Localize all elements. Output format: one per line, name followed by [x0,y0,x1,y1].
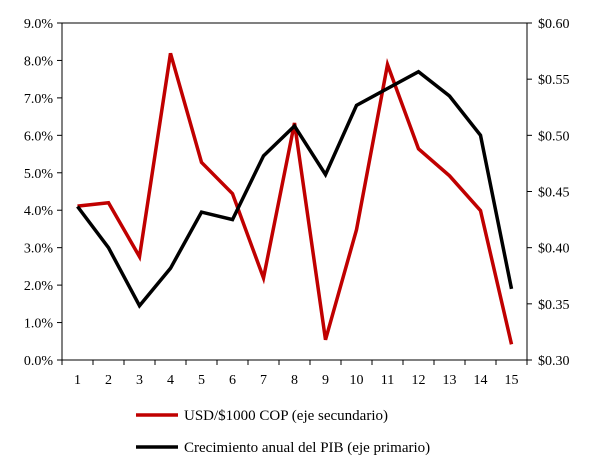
x-tick-label: 10 [350,373,364,388]
x-tick-label: 8 [291,373,298,388]
x-tick-label: 3 [136,373,143,388]
secondary-tick-label: $0.35 [538,298,570,313]
series-line-1 [77,52,514,345]
plot-frame [61,22,528,361]
x-tick-label: 9 [322,373,329,388]
series-line-2 [76,69,514,309]
x-tick-label: 5 [198,373,205,388]
legend-label-2: Crecimiento anual del PIB (eje primario) [184,440,430,456]
secondary-tick-label: $0.45 [538,186,570,201]
primary-tick-label: 7.0% [24,92,54,107]
primary-tick-label: 8.0% [24,54,54,69]
primary-tick-label: 9.0% [24,17,54,32]
x-tick-label: 11 [381,373,394,388]
x-tick-label: 2 [105,373,112,388]
x-tick-label: 1 [74,373,81,388]
primary-tick-label: 4.0% [24,204,54,219]
x-tick-label: 14 [474,373,488,388]
primary-tick-label: 2.0% [24,279,54,294]
x-tick-label: 6 [229,373,236,388]
primary-tick-label: 3.0% [24,242,54,257]
secondary-tick-label: $0.50 [538,129,570,144]
primary-axis-ticks: 0.0% 1.0% 2.0% 3.0% 4.0% 5.0% 6.0% 7.0% 8.0% 9.0% [24,17,62,369]
plot-area-border [61,22,528,361]
legend-label-1: USD/$1000 COP (eje secundario) [184,408,388,424]
legend: USD/$1000 COP (eje secundario) Crecimient… [136,408,430,456]
secondary-tick-label: $0.55 [538,73,570,88]
x-tick-label: 13 [443,373,457,388]
primary-tick-label: 0.0% [24,354,54,369]
secondary-axis-ticks: $0.30 $0.35 $0.40 $0.45 $0.50 $0.55 $0.60 [527,17,570,369]
x-tick-label: 15 [505,373,519,388]
secondary-tick-label: $0.40 [538,242,570,257]
secondary-tick-label: $0.30 [538,354,570,369]
x-tick-label: 7 [260,373,267,388]
x-axis-ticks: 1 2 3 4 5 6 7 8 9 10 11 12 13 14 15 [61,360,528,388]
x-tick-label: 4 [167,373,174,388]
primary-tick-label: 6.0% [24,129,54,144]
secondary-tick-label: $0.60 [538,17,570,32]
primary-tick-label: 1.0% [24,317,54,332]
series-lines [76,52,514,345]
x-tick-label: 12 [412,373,426,388]
primary-tick-label: 5.0% [24,167,54,182]
